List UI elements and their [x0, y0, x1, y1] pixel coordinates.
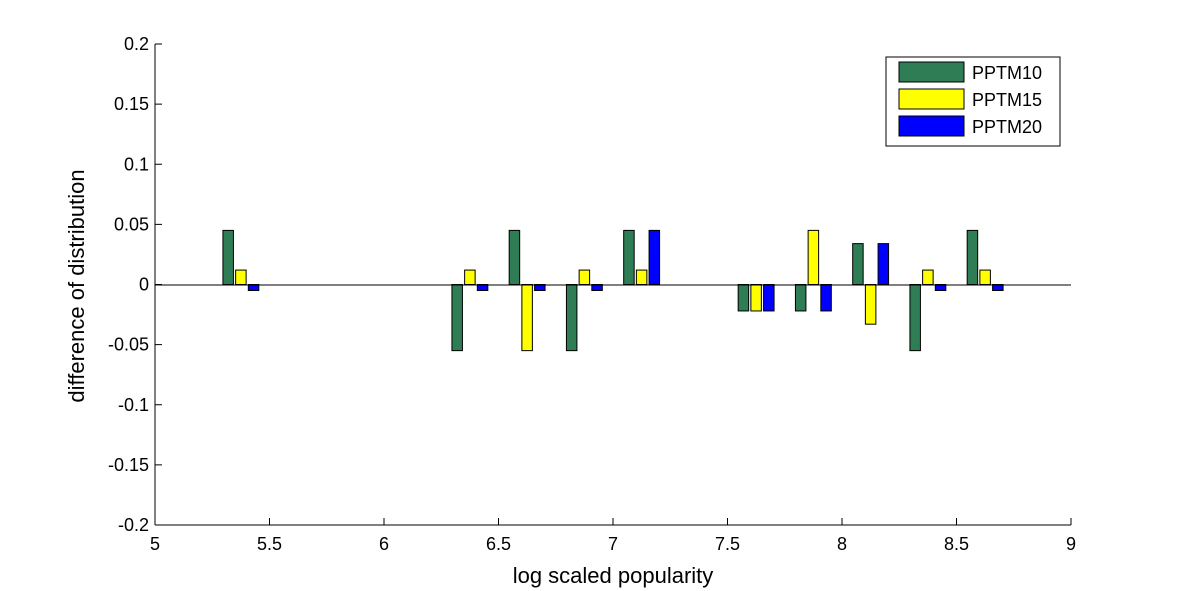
bar-pptm15-5: [750, 284, 762, 312]
bar-pptm10-2: [508, 229, 521, 285]
bar-pptm20-5: [763, 284, 775, 312]
bar-pptm15-4: [635, 269, 648, 286]
bar-pptm10-1: [451, 284, 463, 352]
bar-pptm10-4: [623, 229, 635, 285]
bar-pptm15-2: [521, 284, 533, 352]
bar-pptm15-6: [807, 229, 820, 285]
y-axis-label: difference of distribution: [64, 169, 89, 402]
x-tick-label-7: 8.5: [944, 534, 969, 554]
legend-label-pptm20: PPTM20: [972, 117, 1042, 137]
x-axis-label: log scaled popularity: [513, 563, 714, 588]
bar-pptm10-9: [966, 229, 979, 285]
x-tick-label-4: 7: [608, 534, 618, 554]
axes-layer: 5 5.5 6 6.5 7 7.5 8 8.5 9 -0.2 -0.15 -0.1 -0.05 0 0.05…: [108, 34, 1076, 554]
legend-swatch-pptm10: [898, 61, 965, 83]
bar-pptm10-6: [794, 284, 807, 312]
y-tick-label-0: -0.2: [118, 515, 149, 535]
y-tick-label-1: -0.15: [108, 455, 149, 475]
bar-pptm15-7: [864, 284, 877, 325]
x-tick-label-1: 5.5: [257, 534, 282, 554]
x-tick-label-0: 5: [150, 534, 160, 554]
x-tick-label-2: 6: [379, 534, 389, 554]
bar-pptm10-0: [222, 229, 234, 285]
bar-pptm20-7: [877, 243, 890, 286]
bar-pptm20-6: [820, 284, 832, 312]
x-tick-label-3: 6.5: [486, 534, 511, 554]
y-tick-label-5: 0.05: [114, 214, 149, 234]
legend-swatch-pptm15: [898, 88, 965, 110]
x-tick-label-5: 7.5: [715, 534, 740, 554]
bar-pptm10-3: [565, 284, 578, 352]
y-tick-label-4: 0: [139, 275, 149, 295]
bar-pptm15-9: [979, 269, 991, 286]
bar-pptm10-5: [737, 284, 750, 312]
bar-pptm15-1: [464, 269, 476, 286]
legend-swatch-pptm20: [898, 115, 965, 137]
bar-pptm15-3: [578, 269, 591, 286]
bar-pptm10-8: [909, 284, 921, 352]
legend-label-pptm15: PPTM15: [972, 90, 1042, 110]
y-tick-label-6: 0.1: [124, 154, 149, 174]
bar-pptm20-4: [648, 229, 661, 285]
y-tick-label-3: -0.05: [108, 335, 149, 355]
bar-pptm15-0: [235, 269, 247, 286]
y-tick-label-7: 0.15: [114, 94, 149, 114]
bar-pptm10-7: [852, 243, 864, 286]
legend-label-pptm10: PPTM10: [972, 63, 1042, 83]
x-tick-label-6: 8: [837, 534, 847, 554]
legend: PPTM10 PPTM15 PPTM20: [885, 56, 1061, 147]
bar-pptm15-8: [922, 269, 934, 286]
y-tick-label-8: 0.2: [124, 34, 149, 54]
y-tick-label-2: -0.1: [118, 395, 149, 415]
x-tick-label-8: 9: [1066, 534, 1076, 554]
